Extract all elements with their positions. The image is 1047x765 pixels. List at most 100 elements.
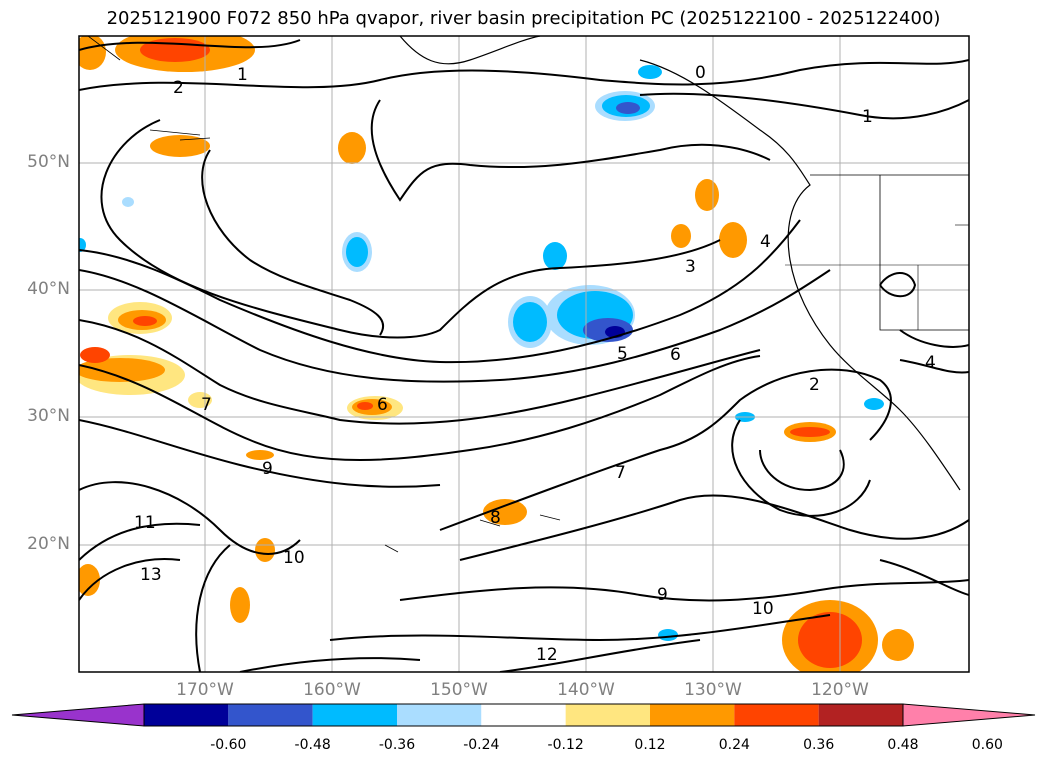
colorbar-segment bbox=[565, 704, 650, 726]
colorbar-tick-label: 0.48 bbox=[887, 737, 919, 753]
colorbar-tick-label: -0.12 bbox=[547, 737, 584, 753]
colorbar-segment bbox=[312, 704, 397, 726]
anomaly-patch bbox=[246, 450, 274, 460]
anomaly-patch bbox=[230, 587, 250, 623]
anomaly-patch bbox=[255, 538, 275, 562]
anomaly-patch bbox=[150, 135, 210, 157]
contour-line bbox=[79, 522, 201, 561]
longitude-tick-label: 150°W bbox=[430, 680, 488, 700]
anomaly-patch bbox=[346, 237, 368, 267]
longitude-tick-label: 170°W bbox=[176, 680, 234, 700]
contour-label: 4 bbox=[760, 232, 771, 252]
colorbar-tick-label: 0.36 bbox=[803, 737, 835, 753]
contour-line bbox=[79, 481, 301, 555]
contour-label: 4 bbox=[925, 353, 936, 373]
anomaly-patch bbox=[122, 197, 134, 207]
coastlines bbox=[87, 36, 969, 553]
north-america-coast bbox=[639, 59, 961, 491]
contour-label: 7 bbox=[615, 463, 626, 483]
contour-label: 3 bbox=[685, 257, 696, 277]
hawaii-islands bbox=[384, 514, 561, 553]
colorbar-tick-label: -0.48 bbox=[294, 737, 331, 753]
anomaly-patch bbox=[133, 316, 157, 326]
latitude-tick-label: 40°N bbox=[27, 279, 70, 299]
contour-line bbox=[201, 149, 385, 336]
contour-line bbox=[759, 449, 845, 492]
anomaly-patch bbox=[790, 427, 830, 437]
negative-anomaly-shading bbox=[79, 65, 884, 641]
contour-line bbox=[239, 657, 421, 672]
anomaly-patch bbox=[513, 302, 547, 342]
contour-label: 6 bbox=[670, 345, 681, 365]
contour-label: 5 bbox=[617, 344, 628, 364]
latitude-tick-label: 50°N bbox=[27, 152, 70, 172]
colorbar-segment bbox=[650, 704, 735, 726]
contour-line bbox=[879, 272, 917, 298]
colorbar-segment bbox=[144, 704, 229, 726]
contour-line bbox=[899, 359, 969, 374]
colorbar-tick-label: 0.24 bbox=[718, 737, 750, 753]
contour-label: 8 bbox=[490, 508, 501, 528]
contour-label: 10 bbox=[752, 599, 774, 619]
contour-label: 2 bbox=[173, 78, 184, 98]
contour-line bbox=[439, 368, 892, 531]
contour-label: 7 bbox=[201, 395, 212, 415]
longitude-tick-label: 140°W bbox=[557, 680, 615, 700]
contour-line bbox=[329, 614, 831, 642]
colorbar-segment bbox=[734, 704, 819, 726]
contour-line bbox=[79, 319, 761, 425]
anomaly-patch bbox=[140, 38, 210, 62]
contour-line bbox=[79, 219, 801, 364]
anomaly-patch bbox=[616, 102, 640, 114]
colorbar-tick-label: 0.12 bbox=[634, 737, 666, 753]
colorbar-segment bbox=[397, 704, 482, 726]
contour-line bbox=[639, 92, 969, 120]
contour-line bbox=[370, 99, 771, 202]
anomaly-patch bbox=[882, 629, 914, 661]
colorbar-outline bbox=[143, 703, 904, 727]
alaska-coast bbox=[399, 36, 541, 65]
anomaly-patch bbox=[543, 242, 567, 270]
anomaly-patch bbox=[798, 612, 862, 668]
colorbar-extend-min bbox=[11, 703, 145, 727]
contour-label: 12 bbox=[536, 645, 558, 665]
map-border bbox=[78, 35, 970, 673]
colorbar-extend-max bbox=[902, 703, 1036, 727]
colorbar-tick-label: 0.60 bbox=[971, 737, 1003, 753]
colorbar-tick-label: -0.60 bbox=[210, 737, 247, 753]
map-frame bbox=[79, 36, 969, 672]
latitude-tick-label: 20°N bbox=[27, 534, 70, 554]
contour-line bbox=[79, 59, 969, 91]
anomaly-patch bbox=[658, 629, 678, 641]
contour-label: 0 bbox=[695, 63, 706, 83]
contour-line bbox=[499, 639, 701, 672]
contour-line bbox=[79, 355, 761, 461]
colorbar-tick-label: -0.24 bbox=[463, 737, 500, 753]
contour-label: 2 bbox=[809, 375, 820, 395]
contour-line bbox=[399, 579, 969, 602]
colorbar-segment bbox=[228, 704, 313, 726]
contour-line bbox=[79, 39, 301, 51]
anomaly-patch bbox=[638, 65, 662, 79]
contour-line bbox=[79, 419, 441, 488]
colorbar-tick-label: -0.36 bbox=[378, 737, 416, 753]
contour-label: 9 bbox=[657, 585, 668, 605]
anomaly-patch bbox=[671, 224, 691, 248]
contour-line bbox=[100, 119, 721, 339]
anomaly-patch bbox=[719, 222, 747, 258]
anomaly-patch bbox=[357, 402, 373, 410]
anomaly-patch bbox=[695, 179, 719, 211]
contour-line bbox=[195, 544, 231, 672]
qvapor-contours bbox=[79, 39, 969, 672]
anomaly-patch bbox=[483, 499, 527, 525]
contour-line bbox=[459, 494, 969, 561]
contour-line bbox=[79, 269, 831, 383]
anomaly-patch bbox=[338, 132, 366, 164]
contour-line bbox=[731, 419, 871, 517]
contour-label: 11 bbox=[134, 513, 156, 533]
contour-label: 1 bbox=[237, 65, 248, 85]
longitude-tick-label: 130°W bbox=[684, 680, 742, 700]
graticule bbox=[79, 36, 969, 672]
state-borders bbox=[879, 175, 969, 331]
